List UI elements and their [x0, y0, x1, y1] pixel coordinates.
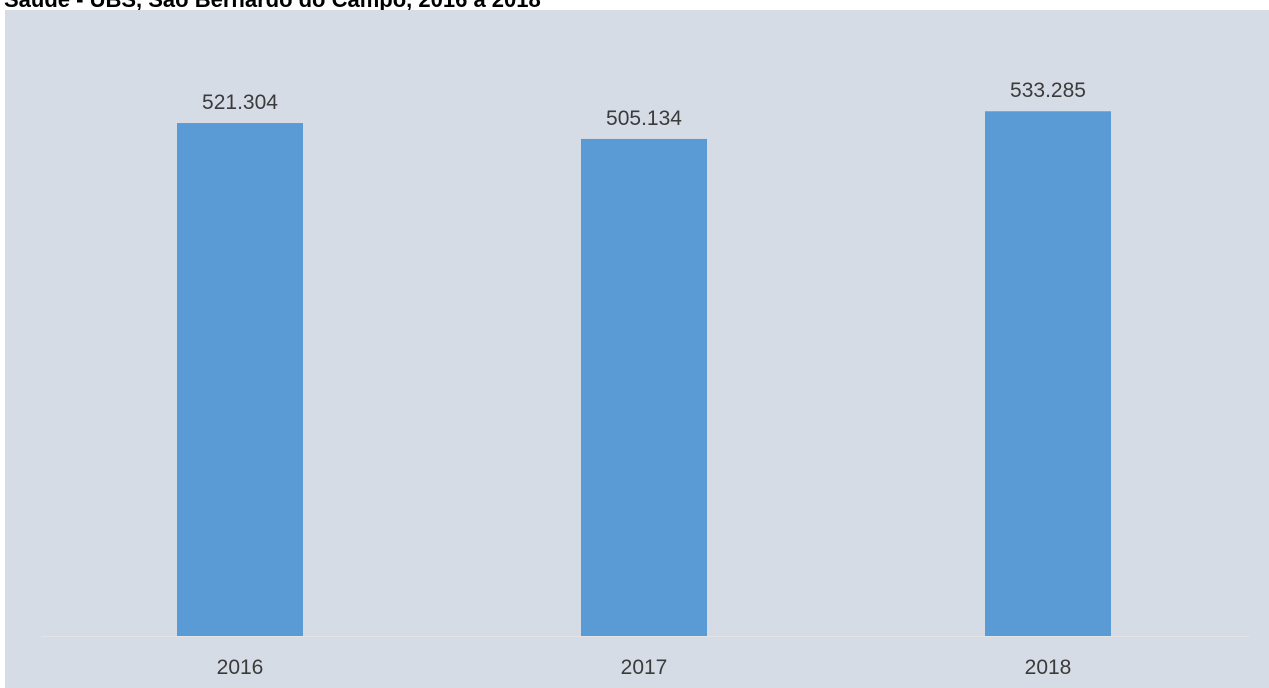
bar-2017 [581, 138, 707, 636]
bar-2018 [985, 111, 1111, 636]
x-tick-label-2016: 2016 [217, 656, 264, 679]
data-label-2017: 505.134 [606, 107, 682, 130]
data-label-2016: 521.304 [202, 91, 278, 114]
data-label-2018: 533.285 [1010, 79, 1086, 102]
x-tick-label-2018: 2018 [1025, 656, 1072, 679]
x-tick-label-2017: 2017 [621, 656, 668, 679]
plot-area: 521.304 2016 505.134 2017 533.285 2018 [5, 10, 1269, 688]
bar-2016 [177, 123, 303, 636]
chart-title: Saúde - UBS, São Bernardo do Campo, 2016… [4, 0, 541, 11]
bar-chart: 521.304 2016 505.134 2017 533.285 2018 [41, 79, 1249, 679]
